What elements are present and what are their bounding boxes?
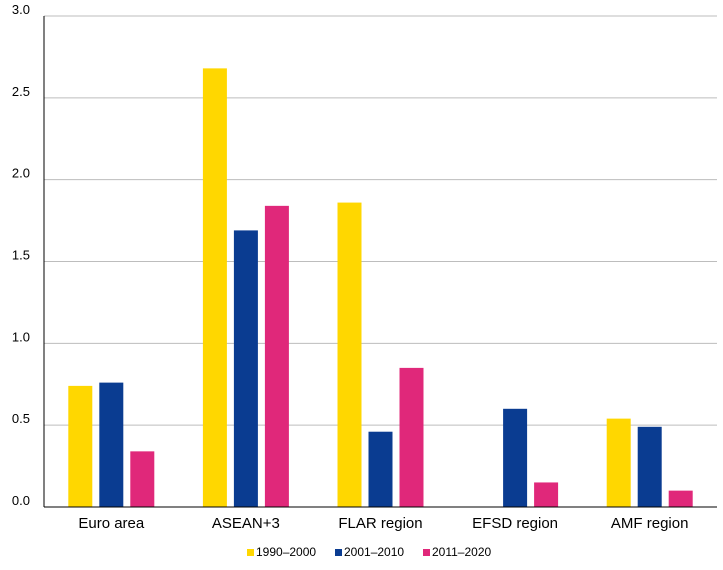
y-tick-label: 0.5 bbox=[12, 411, 30, 426]
x-tick-label: EFSD region bbox=[472, 515, 558, 532]
bar bbox=[637, 426, 662, 507]
x-axis: Euro area ASEAN+3 FLAR region EFSD region AM… bbox=[44, 506, 717, 532]
x-tick-label: FLAR region bbox=[338, 515, 422, 532]
legend-label: 2001–2010 bbox=[344, 545, 404, 559]
y-tick-label: 3.0 bbox=[12, 2, 30, 17]
bar bbox=[233, 230, 258, 508]
y-tick-label: 2.5 bbox=[12, 84, 30, 99]
gridlines bbox=[44, 15, 717, 426]
bar bbox=[264, 205, 289, 507]
x-tick-label: ASEAN+3 bbox=[212, 515, 280, 532]
legend: 1990–2000 2001–2010 2011–2020 bbox=[247, 545, 492, 559]
legend-swatch bbox=[423, 549, 430, 556]
legend-swatch bbox=[247, 549, 254, 556]
bar bbox=[399, 367, 424, 507]
bar bbox=[99, 382, 124, 507]
bar bbox=[503, 408, 528, 507]
bar bbox=[130, 451, 155, 507]
bar bbox=[668, 490, 693, 507]
legend-label: 1990–2000 bbox=[256, 545, 316, 559]
legend-label: 2011–2020 bbox=[432, 545, 492, 559]
y-tick-label: 0.0 bbox=[12, 493, 30, 508]
bar bbox=[68, 385, 93, 507]
legend-swatch bbox=[335, 549, 342, 556]
x-tick-label: AMF region bbox=[611, 515, 689, 532]
y-axis: 0.0 0.5 1.0 1.5 2.0 2.5 3.0 bbox=[12, 2, 45, 508]
bars bbox=[68, 68, 693, 508]
y-tick-label: 1.0 bbox=[12, 329, 30, 344]
y-tick-label: 2.0 bbox=[12, 166, 30, 181]
bar bbox=[337, 202, 362, 507]
y-tick-label: 1.5 bbox=[12, 248, 30, 263]
bar bbox=[368, 431, 393, 507]
bar bbox=[202, 68, 227, 507]
bar bbox=[534, 482, 559, 507]
bar bbox=[606, 418, 631, 507]
x-tick-label: Euro area bbox=[78, 515, 145, 532]
